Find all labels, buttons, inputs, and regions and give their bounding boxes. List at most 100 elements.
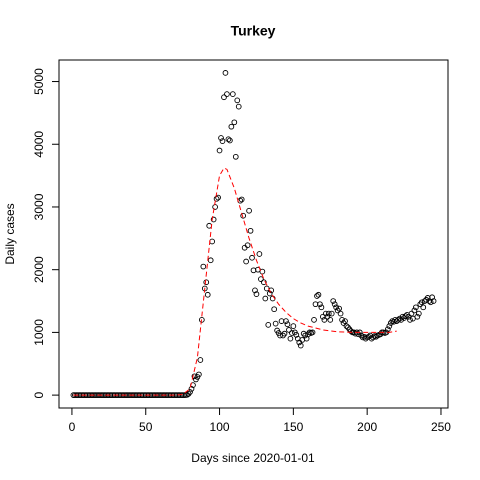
point xyxy=(256,251,263,257)
point xyxy=(317,301,323,308)
point xyxy=(418,299,425,306)
point xyxy=(328,310,335,317)
point xyxy=(249,254,255,261)
point xyxy=(215,194,221,201)
point xyxy=(420,304,427,311)
point xyxy=(272,320,279,327)
y-tick-label: 2000 xyxy=(32,256,46,283)
point xyxy=(284,321,291,328)
point xyxy=(408,310,415,317)
point xyxy=(327,317,334,323)
point xyxy=(398,317,404,323)
point xyxy=(287,335,294,342)
point xyxy=(322,310,329,317)
fit-line xyxy=(73,167,397,396)
point xyxy=(430,298,437,304)
point xyxy=(286,327,292,333)
y-tick-label: 0 xyxy=(32,391,46,398)
point xyxy=(232,153,239,160)
point xyxy=(234,97,241,104)
point xyxy=(402,313,409,319)
y-tick-label: 1000 xyxy=(32,319,46,346)
point xyxy=(259,268,266,275)
y-axis-label: Daily cases xyxy=(3,203,17,264)
point xyxy=(333,304,340,311)
point xyxy=(339,317,345,323)
point xyxy=(407,317,413,323)
point xyxy=(427,299,434,306)
point xyxy=(253,291,260,297)
plot-box xyxy=(58,59,449,409)
point xyxy=(265,322,272,328)
point xyxy=(210,216,217,223)
point xyxy=(302,332,309,339)
point xyxy=(330,298,337,304)
point xyxy=(293,332,300,338)
point xyxy=(218,135,224,141)
point xyxy=(342,318,348,324)
y-tick-label: 4000 xyxy=(32,131,46,158)
point xyxy=(415,310,422,317)
point xyxy=(343,323,350,329)
point xyxy=(309,329,316,336)
point xyxy=(325,310,332,317)
y-tick-label: 3000 xyxy=(32,193,46,220)
point xyxy=(225,136,232,143)
point xyxy=(311,317,317,323)
point xyxy=(386,323,393,329)
point xyxy=(297,342,304,349)
point xyxy=(246,207,252,214)
point xyxy=(187,389,193,395)
point xyxy=(290,323,297,329)
point xyxy=(373,333,379,340)
point xyxy=(271,306,278,313)
point xyxy=(411,307,418,314)
point xyxy=(268,287,275,294)
point xyxy=(196,371,202,378)
point xyxy=(204,291,211,298)
point xyxy=(362,335,369,342)
point xyxy=(222,70,229,76)
point xyxy=(429,294,435,301)
point xyxy=(262,295,269,302)
point xyxy=(395,317,402,323)
point xyxy=(221,94,227,101)
x-tick-label: 200 xyxy=(357,420,377,434)
point xyxy=(331,301,338,308)
point xyxy=(315,291,322,298)
y-tick-label: 5000 xyxy=(32,68,46,95)
point xyxy=(321,317,328,323)
point xyxy=(258,276,264,282)
point xyxy=(228,123,235,130)
x-tick-label: 0 xyxy=(69,420,76,434)
point xyxy=(231,119,238,126)
point xyxy=(200,263,207,270)
point xyxy=(235,103,242,110)
x-tick-label: 100 xyxy=(210,420,230,434)
point xyxy=(414,313,421,320)
point xyxy=(337,310,344,317)
point xyxy=(227,137,233,144)
point xyxy=(283,318,289,324)
point xyxy=(318,304,325,311)
point xyxy=(219,138,226,144)
point xyxy=(252,287,258,294)
point xyxy=(413,304,419,311)
point xyxy=(348,328,354,334)
point xyxy=(198,317,205,323)
point xyxy=(243,258,249,265)
point xyxy=(224,91,230,97)
point xyxy=(238,196,245,203)
point xyxy=(324,313,331,320)
x-tick-label: 50 xyxy=(139,420,153,434)
x-tick-label: 150 xyxy=(283,420,303,434)
point xyxy=(216,147,223,154)
point xyxy=(203,279,210,286)
point xyxy=(244,242,251,249)
point xyxy=(188,385,195,392)
chart-title: Turkey xyxy=(231,23,276,39)
point xyxy=(384,326,391,333)
point xyxy=(213,195,220,202)
x-tick-label: 250 xyxy=(431,420,451,434)
